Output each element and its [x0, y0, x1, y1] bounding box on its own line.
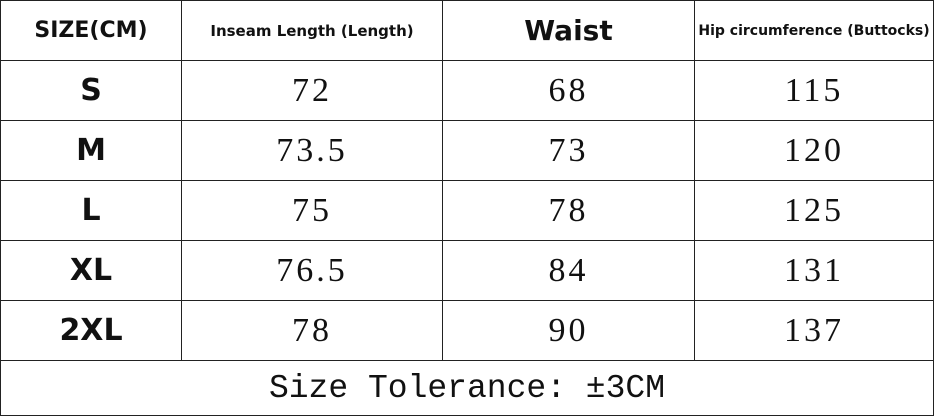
size-cell: S: [0, 60, 182, 121]
size-row: XL 76.5 84 131: [0, 240, 934, 301]
measure-cell: 131: [694, 240, 934, 301]
header-cell: Waist: [442, 0, 695, 61]
footer-row: Size Tolerance: ±3CM: [0, 360, 934, 416]
size-row: M 73.5 73 120: [0, 120, 934, 181]
measure-cell: 78: [181, 300, 443, 361]
footer-note: Size Tolerance: ±3CM: [0, 360, 934, 416]
header-cell: SIZE(CM): [0, 0, 182, 61]
measure-cell: 75: [181, 180, 443, 241]
size-row: 2XL 78 90 137: [0, 300, 934, 361]
measure-cell: 73.5: [181, 120, 443, 181]
measure-cell: 120: [694, 120, 934, 181]
measure-cell: 78: [442, 180, 695, 241]
size-row: S 72 68 115: [0, 60, 934, 121]
header-cell: Hip circumference (Buttocks): [694, 0, 934, 61]
measure-cell: 72: [181, 60, 443, 121]
size-cell: M: [0, 120, 182, 181]
header-row: SIZE(CM) Inseam Length (Length) Waist Hip c…: [0, 0, 934, 61]
measure-cell: 137: [694, 300, 934, 361]
measure-cell: 73: [442, 120, 695, 181]
size-cell: 2XL: [0, 300, 182, 361]
measure-cell: 84: [442, 240, 695, 301]
measure-cell: 125: [694, 180, 934, 241]
measure-cell: 90: [442, 300, 695, 361]
size-cell: L: [0, 180, 182, 241]
size-cell: XL: [0, 240, 182, 301]
size-row: L 75 78 125: [0, 180, 934, 241]
measure-cell: 68: [442, 60, 695, 121]
measure-cell: 76.5: [181, 240, 443, 301]
header-cell: Inseam Length (Length): [181, 0, 443, 61]
measure-cell: 115: [694, 60, 934, 121]
